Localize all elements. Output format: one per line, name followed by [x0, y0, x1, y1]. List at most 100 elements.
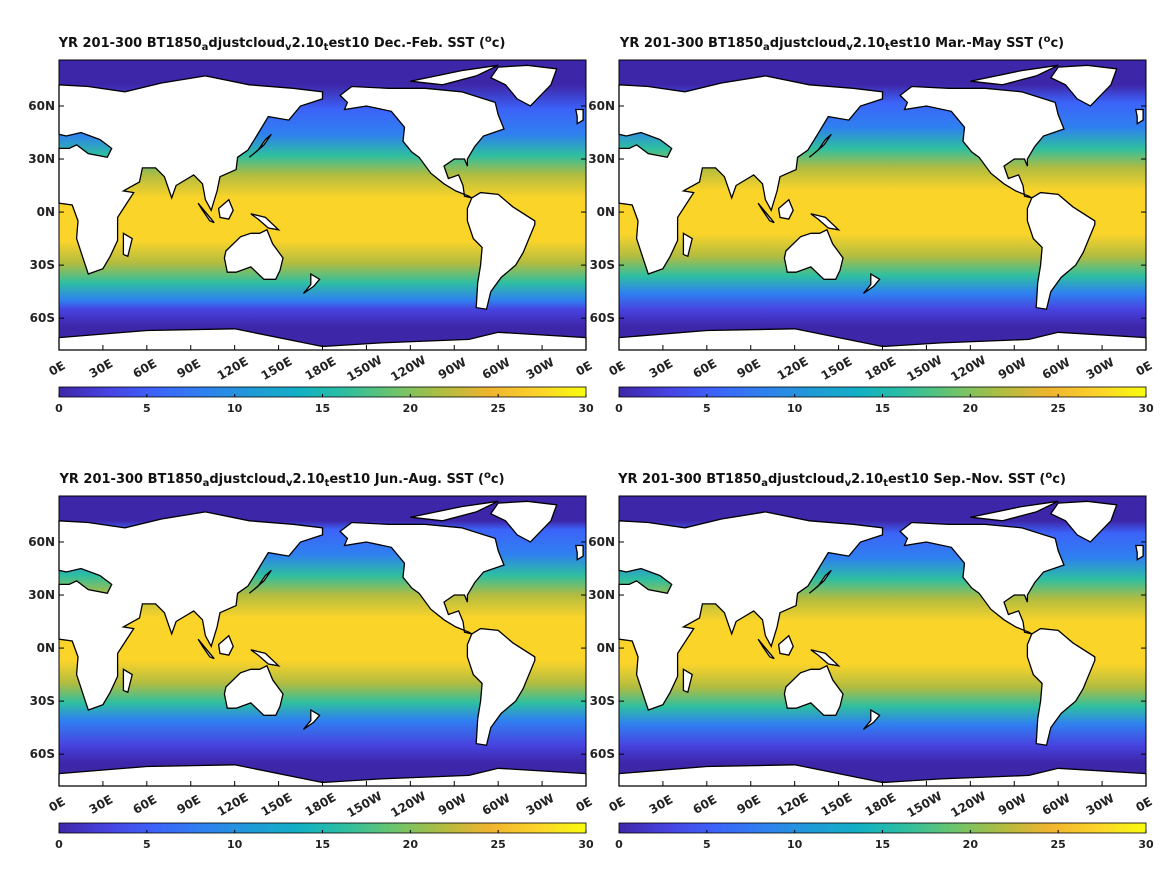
north-america-land: [899, 85, 1065, 199]
sst-map-chart: 0E 30E 60E 90E 120E 150E 180E 150W 120W 90W 60W 30W…: [28, 59, 595, 415]
y-tick-label: 60S: [590, 747, 615, 761]
sst-map-chart: 0E 30E 60E 90E 120E 150E 180E 150W 120W 90W 60W 30W…: [28, 495, 595, 851]
colorbar-tick-label: 20: [963, 402, 979, 415]
colorbar-tick-label: 15: [875, 402, 890, 415]
uk-land: [1135, 108, 1144, 125]
x-tick-label: 0E: [46, 794, 67, 814]
y-tick-label: 60S: [30, 311, 55, 325]
x-tick-label: 90E: [734, 356, 763, 381]
borneo-land: [777, 198, 794, 220]
arctic-isles-land: [410, 500, 499, 522]
sst-map-chart: 0E 30E 60E 90E 120E 150E 180E 150W 120W 90W 60W 30W…: [588, 495, 1155, 851]
y-tick-label: 60N: [28, 535, 55, 549]
x-tick-label: 90E: [174, 792, 203, 817]
south-america-land: [466, 627, 536, 747]
madagascar-land: [122, 232, 133, 258]
japan-land: [808, 133, 832, 158]
sumatra-land: [757, 638, 775, 660]
sst-panel-mam: YR 201-300 BT1850adjustcloudv2.10test10 …: [562, 30, 1154, 430]
madagascar-land: [682, 668, 693, 694]
y-tick-label: 60N: [588, 99, 615, 113]
greenland-land: [489, 500, 558, 543]
x-tick-label: 90E: [734, 792, 763, 817]
new-guinea-land: [250, 213, 281, 231]
australia-land: [223, 664, 284, 716]
japan-land: [248, 569, 272, 594]
new-guinea-land: [810, 213, 841, 231]
colorbar-tick-label: 25: [1051, 402, 1066, 415]
colorbar-tick-label: 0: [615, 838, 623, 851]
x-tick-label: 0E: [1133, 358, 1154, 378]
colorbar-tick-label: 20: [403, 838, 419, 851]
x-tick-label: 90W: [436, 355, 469, 382]
y-tick-label: 60N: [28, 99, 55, 113]
colorbar-tick-label: 5: [703, 402, 711, 415]
arctic-isles-land: [970, 500, 1059, 522]
colorbar-tick-label: 10: [227, 838, 243, 851]
australia-land: [783, 664, 844, 716]
x-tick-label: 120E: [215, 790, 251, 819]
colorbar-tick-label: 5: [143, 838, 151, 851]
x-tick-label: 150E: [819, 354, 855, 383]
north-america-land: [899, 521, 1065, 635]
colorbar-tick-label: 15: [875, 838, 890, 851]
eurasia-africa-land: [58, 75, 324, 275]
colorbar-tick-label: 15: [315, 838, 330, 851]
x-tick-label: 150E: [259, 790, 295, 819]
south-america-land: [1026, 191, 1096, 311]
x-tick-label: 150W: [904, 353, 944, 384]
arctic-isles-land: [970, 64, 1059, 86]
y-tick-label: 0N: [597, 641, 615, 655]
y-tick-label: 60N: [588, 535, 615, 549]
colorbar-tick-label: 0: [55, 838, 63, 851]
y-tick-label: 30S: [30, 694, 55, 708]
y-tick-label: 30N: [28, 588, 55, 602]
x-tick-label: 120W: [948, 789, 988, 820]
colorbar-tick-label: 15: [315, 402, 330, 415]
x-tick-label: 60E: [131, 356, 160, 381]
greenland-land: [489, 64, 558, 107]
sumatra-land: [197, 202, 215, 224]
colorbar-tick-label: 30: [1138, 838, 1154, 851]
x-tick-label: 30W: [1084, 791, 1117, 818]
x-tick-label: 60W: [480, 355, 513, 382]
uk-land: [575, 544, 584, 561]
nz-land: [302, 708, 321, 730]
colorbar-tick-label: 10: [787, 838, 803, 851]
greenland-land: [1049, 500, 1118, 543]
madagascar-land: [682, 232, 693, 258]
x-tick-label: 30E: [87, 792, 116, 817]
north-america-land: [339, 85, 505, 199]
colorbar-tick-label: 30: [578, 838, 594, 851]
panel-title: YR 201-300 BT1850adjustcloudv2.10test10 …: [59, 470, 505, 489]
eurasia-africa-land: [58, 511, 324, 711]
madagascar-land: [122, 668, 133, 694]
y-tick-label: 30S: [590, 694, 615, 708]
colorbar-tick-label: 20: [403, 402, 419, 415]
japan-land: [808, 569, 832, 594]
x-tick-label: 30E: [647, 792, 676, 817]
uk-land: [1135, 544, 1144, 561]
x-tick-label: 120W: [948, 353, 988, 384]
x-tick-label: 30W: [1084, 355, 1117, 382]
y-tick-label: 30N: [28, 152, 55, 166]
borneo-land: [777, 634, 794, 656]
sst-panel-djf: YR 201-300 BT1850adjustcloudv2.10test10 …: [2, 30, 594, 430]
x-tick-label: 90E: [174, 356, 203, 381]
x-tick-label: 150W: [344, 353, 384, 384]
x-tick-label: 150E: [259, 354, 295, 383]
y-tick-label: 60S: [30, 747, 55, 761]
south-america-land: [466, 191, 536, 311]
borneo-land: [217, 198, 234, 220]
y-tick-label: 30S: [30, 258, 55, 272]
eurasia-africa-land: [618, 75, 884, 275]
x-tick-label: 60E: [691, 792, 720, 817]
y-tick-label: 30S: [590, 258, 615, 272]
arctic-isles-land: [410, 64, 499, 86]
colorbar-tick-label: 10: [227, 402, 243, 415]
greenland-land: [1049, 64, 1118, 107]
new-guinea-land: [250, 649, 281, 667]
sst-map-chart: 0E 30E 60E 90E 120E 150E 180E 150W 120W 90W 60W 30W…: [588, 59, 1155, 415]
x-tick-label: 120W: [388, 789, 428, 820]
x-tick-label: 30E: [647, 356, 676, 381]
